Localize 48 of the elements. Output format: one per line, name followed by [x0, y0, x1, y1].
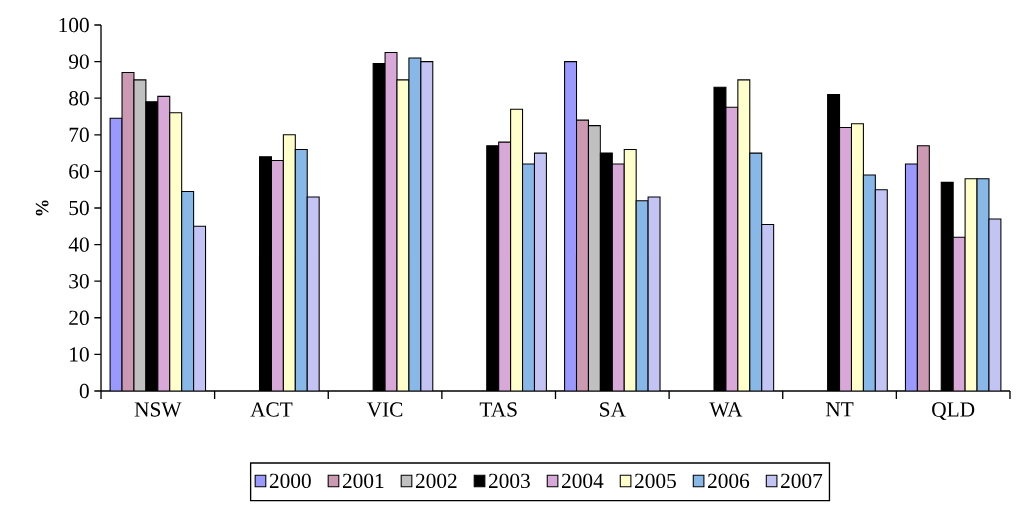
x-tick-label: SA	[600, 402, 626, 417]
legend-label: 2006	[708, 473, 750, 489]
x-tick-label: ACT	[250, 402, 293, 417]
legend-label: 2007	[781, 473, 823, 489]
bar	[270, 159, 284, 391]
bar	[294, 148, 308, 391]
bar	[839, 126, 853, 391]
legend-label: 2001	[342, 473, 384, 489]
legend-label: 2005	[635, 473, 676, 489]
bar	[181, 190, 195, 391]
x-tick-label: WA	[709, 402, 743, 417]
bar	[916, 145, 930, 391]
legend-label: 2003	[488, 473, 530, 489]
bar	[862, 174, 876, 391]
y-tick-label: 40	[68, 237, 89, 252]
bar	[749, 152, 763, 391]
bar	[193, 225, 207, 391]
bar	[306, 196, 320, 391]
x-tick-label: TAS	[479, 402, 517, 417]
bar	[575, 119, 589, 391]
y-tick-label: 50	[69, 200, 89, 216]
y-tick-label: 0	[79, 383, 89, 399]
bar	[611, 163, 625, 391]
bar	[533, 152, 547, 391]
bar	[498, 141, 512, 391]
x-tick-label: QLD	[932, 402, 975, 420]
y-tick-label: 80	[69, 91, 89, 106]
y-tick-label: 10	[70, 347, 89, 362]
legend-label: 2002	[415, 473, 457, 489]
x-tick-label: NT	[825, 402, 854, 417]
legend-label: 2004	[562, 473, 604, 489]
bar	[587, 125, 601, 391]
bar	[904, 163, 918, 391]
bar	[522, 163, 536, 391]
y-tick-label: 60	[69, 164, 89, 179]
x-tick-label: VIC	[366, 402, 403, 417]
x-tick-label: NSW	[134, 402, 182, 417]
y-axis-title: %	[35, 200, 49, 216]
y-tick-label: 30	[69, 274, 89, 289]
legend-label: 2000	[269, 473, 311, 489]
bar	[157, 95, 171, 391]
y-tick-label: 20	[69, 310, 89, 325]
bar	[564, 61, 578, 391]
bar	[874, 189, 888, 391]
y-tick-label: 90	[68, 54, 89, 69]
y-tick-label: 70	[69, 127, 89, 142]
bar	[761, 223, 775, 391]
y-tick-label: 100	[59, 17, 89, 33]
